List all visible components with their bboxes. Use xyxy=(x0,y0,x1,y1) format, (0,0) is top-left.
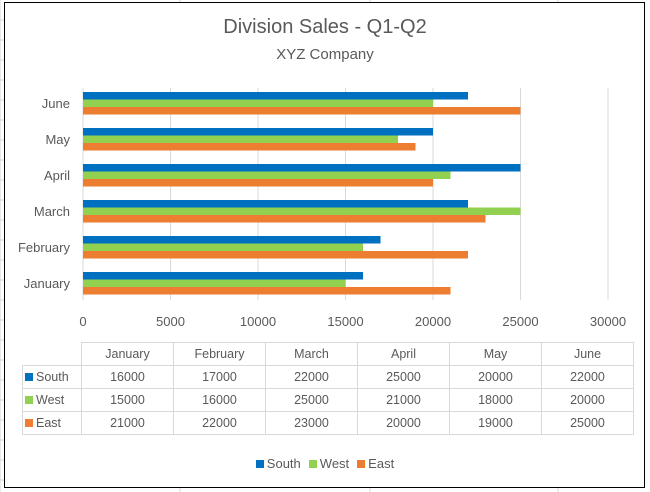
table-cell: 20000 xyxy=(357,410,450,435)
data-table: January February March April May June South 160… xyxy=(22,342,634,435)
table-cell: 22000 xyxy=(265,364,358,389)
table-header: January xyxy=(81,342,174,366)
x-tick-label: 30000 xyxy=(590,314,626,329)
table-header: May xyxy=(449,342,542,366)
x-tick-label: 25000 xyxy=(502,314,538,329)
table-series-label: East xyxy=(22,410,82,435)
bar-south-february xyxy=(83,236,381,244)
table-cell: 25000 xyxy=(357,364,450,389)
legend-label: South xyxy=(266,456,301,471)
table-cell: 20000 xyxy=(449,364,542,389)
table-corner xyxy=(23,343,82,366)
y-tick-label: March xyxy=(34,204,70,219)
table-series-label: South xyxy=(22,364,82,389)
bar-south-june xyxy=(83,92,468,100)
x-tick-label: 0 xyxy=(79,314,86,329)
series-name: East xyxy=(36,415,62,430)
legend-key-icon xyxy=(25,372,33,381)
legend-item-east[interactable]: East xyxy=(357,456,394,471)
y-tick-label: June xyxy=(42,96,70,111)
chart-title: Division Sales - Q1-Q2 xyxy=(223,16,427,38)
table-row: West 15000 16000 25000 21000 18000 20000 xyxy=(22,387,634,412)
table-header: April xyxy=(357,342,450,366)
legend-label: West xyxy=(319,456,350,471)
legend-label: East xyxy=(368,456,395,471)
table-cell: 25000 xyxy=(541,410,634,435)
legend: South West East xyxy=(0,456,650,471)
table-cell: 21000 xyxy=(357,387,450,412)
bar-south-january xyxy=(83,272,363,280)
x-tick-label: 5000 xyxy=(156,314,185,329)
bar-west-may xyxy=(83,135,398,143)
bar-west-april xyxy=(83,171,451,179)
table-cell: 20000 xyxy=(541,387,634,412)
table-cell: 19000 xyxy=(449,410,542,435)
x-tick-label: 15000 xyxy=(327,314,363,329)
bar-south-march xyxy=(83,200,468,208)
y-tick-label: May xyxy=(45,132,70,147)
bar-south-april xyxy=(83,164,521,172)
table-cell: 21000 xyxy=(81,410,174,435)
table-cell: 22000 xyxy=(541,364,634,389)
bar-east-january xyxy=(83,287,451,295)
table-cell: 17000 xyxy=(173,364,266,389)
bar-west-march xyxy=(83,207,521,215)
bar-west-january xyxy=(83,279,346,287)
legend-item-south[interactable]: South xyxy=(255,456,301,471)
bar-west-february xyxy=(83,243,363,251)
y-tick-label: January xyxy=(24,276,71,291)
bar-east-may xyxy=(83,143,416,151)
table-header: March xyxy=(265,342,358,366)
table-cell: 25000 xyxy=(265,387,358,412)
table-cell: 16000 xyxy=(173,387,266,412)
legend-key-icon xyxy=(25,418,33,427)
table-cell: 15000 xyxy=(81,387,174,412)
legend-key-icon xyxy=(255,460,264,468)
bar-east-april xyxy=(83,179,433,187)
y-tick-label: April xyxy=(44,168,70,183)
series-name: South xyxy=(36,369,69,384)
legend-key-icon xyxy=(308,460,317,468)
table-cell: 16000 xyxy=(81,364,174,389)
y-tick-label: February xyxy=(18,240,71,255)
chart-subtitle: XYZ Company xyxy=(276,46,374,63)
table-row: East 21000 22000 23000 20000 19000 25000 xyxy=(22,410,634,435)
series-name: West xyxy=(36,392,65,407)
legend-item-west[interactable]: West xyxy=(308,456,350,471)
bar-west-june xyxy=(83,99,433,107)
table-series-label: West xyxy=(22,387,82,412)
legend-key-icon xyxy=(25,395,33,404)
bar-east-march xyxy=(83,215,486,223)
bar-east-february xyxy=(83,251,468,259)
table-header: February xyxy=(173,342,266,366)
x-tick-label: 10000 xyxy=(240,314,276,329)
table-row: South 16000 17000 22000 25000 20000 22000 xyxy=(22,364,634,389)
x-tick-label: 20000 xyxy=(415,314,451,329)
table-cell: 23000 xyxy=(265,410,358,435)
table-header: June xyxy=(541,342,634,366)
bar-south-may xyxy=(83,128,433,136)
bar-east-june xyxy=(83,107,521,115)
legend-key-icon xyxy=(357,460,366,468)
table-cell: 18000 xyxy=(449,387,542,412)
table-cell: 22000 xyxy=(173,410,266,435)
